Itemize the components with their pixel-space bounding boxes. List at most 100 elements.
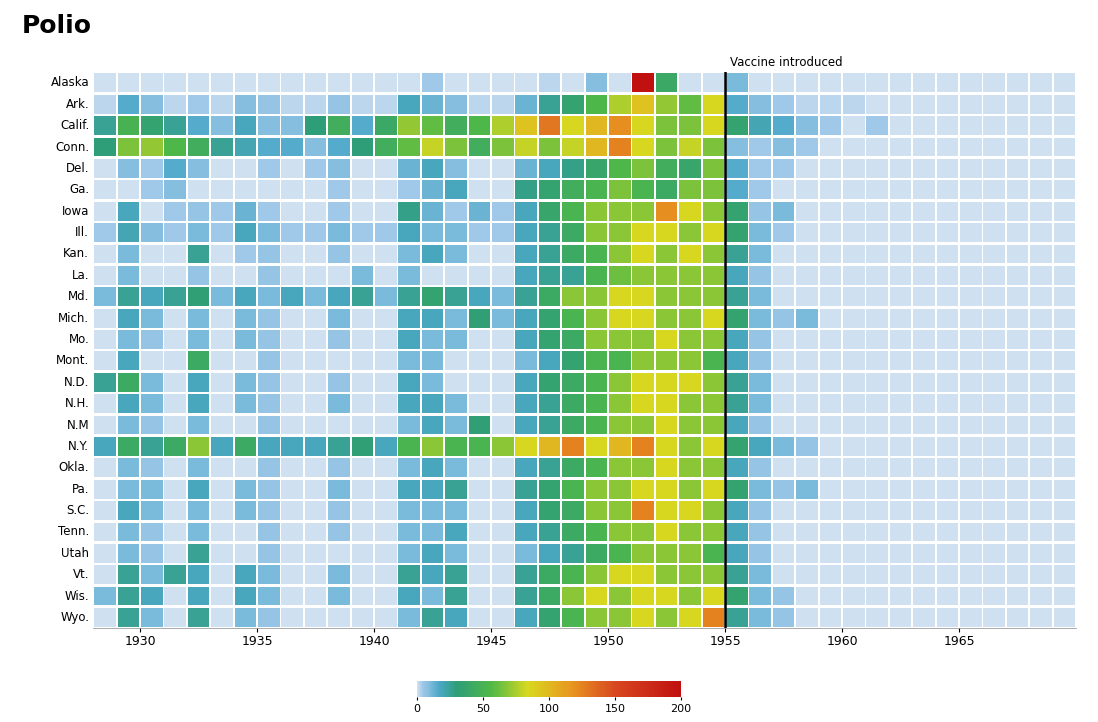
Bar [1007, 330, 1029, 349]
Bar [819, 437, 841, 456]
Bar [539, 373, 560, 391]
Bar [328, 201, 350, 221]
Bar [773, 330, 794, 349]
Bar [843, 74, 864, 92]
Bar [422, 245, 444, 264]
Bar [773, 587, 794, 606]
Bar [866, 437, 888, 456]
Bar [796, 501, 818, 520]
Bar [258, 245, 280, 264]
Bar [165, 544, 186, 562]
Bar [399, 95, 419, 113]
Bar [515, 201, 537, 221]
Bar [539, 266, 560, 284]
Bar [632, 95, 654, 113]
Bar [235, 479, 256, 499]
Bar [1030, 352, 1052, 370]
Bar [609, 201, 630, 221]
Bar [1007, 458, 1029, 477]
Bar [703, 479, 725, 499]
Bar [866, 159, 888, 178]
Bar [914, 223, 934, 242]
Bar [609, 394, 630, 413]
Bar [422, 159, 444, 178]
Bar [1030, 245, 1052, 264]
Bar [328, 245, 350, 264]
Bar [117, 116, 139, 135]
Bar [188, 565, 210, 584]
Bar [819, 544, 841, 562]
Bar [1054, 501, 1075, 520]
Bar [258, 352, 280, 370]
Bar [843, 180, 864, 199]
Bar [328, 373, 350, 391]
Bar [773, 287, 794, 306]
Bar [281, 330, 303, 349]
Bar [843, 116, 864, 135]
Bar [585, 501, 607, 520]
Bar [866, 458, 888, 477]
Bar [141, 479, 163, 499]
Bar [399, 159, 419, 178]
Bar [376, 116, 396, 135]
Bar [281, 245, 303, 264]
Bar [235, 416, 256, 435]
Bar [469, 394, 490, 413]
Bar [773, 74, 794, 92]
Bar [235, 309, 256, 328]
Bar [773, 565, 794, 584]
Bar [258, 330, 280, 349]
Bar [750, 565, 771, 584]
Bar [235, 245, 256, 264]
Bar [281, 159, 303, 178]
Bar [585, 223, 607, 242]
Bar [351, 287, 373, 306]
Bar [422, 437, 444, 456]
Bar [960, 416, 982, 435]
Bar [422, 223, 444, 242]
Bar [141, 373, 163, 391]
Bar [235, 523, 256, 542]
Bar [469, 138, 490, 157]
Bar [703, 159, 725, 178]
Bar [94, 330, 115, 349]
Bar [889, 544, 911, 562]
Bar [258, 373, 280, 391]
Bar [609, 608, 630, 627]
Bar [984, 416, 1005, 435]
Bar [656, 201, 677, 221]
Bar [680, 416, 701, 435]
Bar [188, 223, 210, 242]
Bar [703, 245, 725, 264]
Bar [1030, 416, 1052, 435]
Bar [960, 352, 982, 370]
Bar [866, 565, 888, 584]
Bar [914, 373, 934, 391]
Bar [562, 523, 584, 542]
Bar [515, 458, 537, 477]
Bar [492, 180, 514, 199]
Bar [165, 523, 186, 542]
Bar [445, 201, 467, 221]
Bar [632, 458, 654, 477]
Bar [796, 373, 818, 391]
Bar [562, 352, 584, 370]
Bar [680, 608, 701, 627]
Bar [258, 501, 280, 520]
Bar [376, 287, 396, 306]
Bar [515, 138, 537, 157]
Bar [819, 159, 841, 178]
Bar [141, 523, 163, 542]
Bar [889, 352, 911, 370]
Bar [843, 565, 864, 584]
Bar [422, 74, 444, 92]
Bar [188, 138, 210, 157]
Bar [117, 565, 139, 584]
Bar [305, 287, 326, 306]
Bar [750, 309, 771, 328]
Bar [141, 201, 163, 221]
Bar [328, 416, 350, 435]
Bar [960, 330, 982, 349]
Bar [960, 458, 982, 477]
Bar [211, 159, 233, 178]
